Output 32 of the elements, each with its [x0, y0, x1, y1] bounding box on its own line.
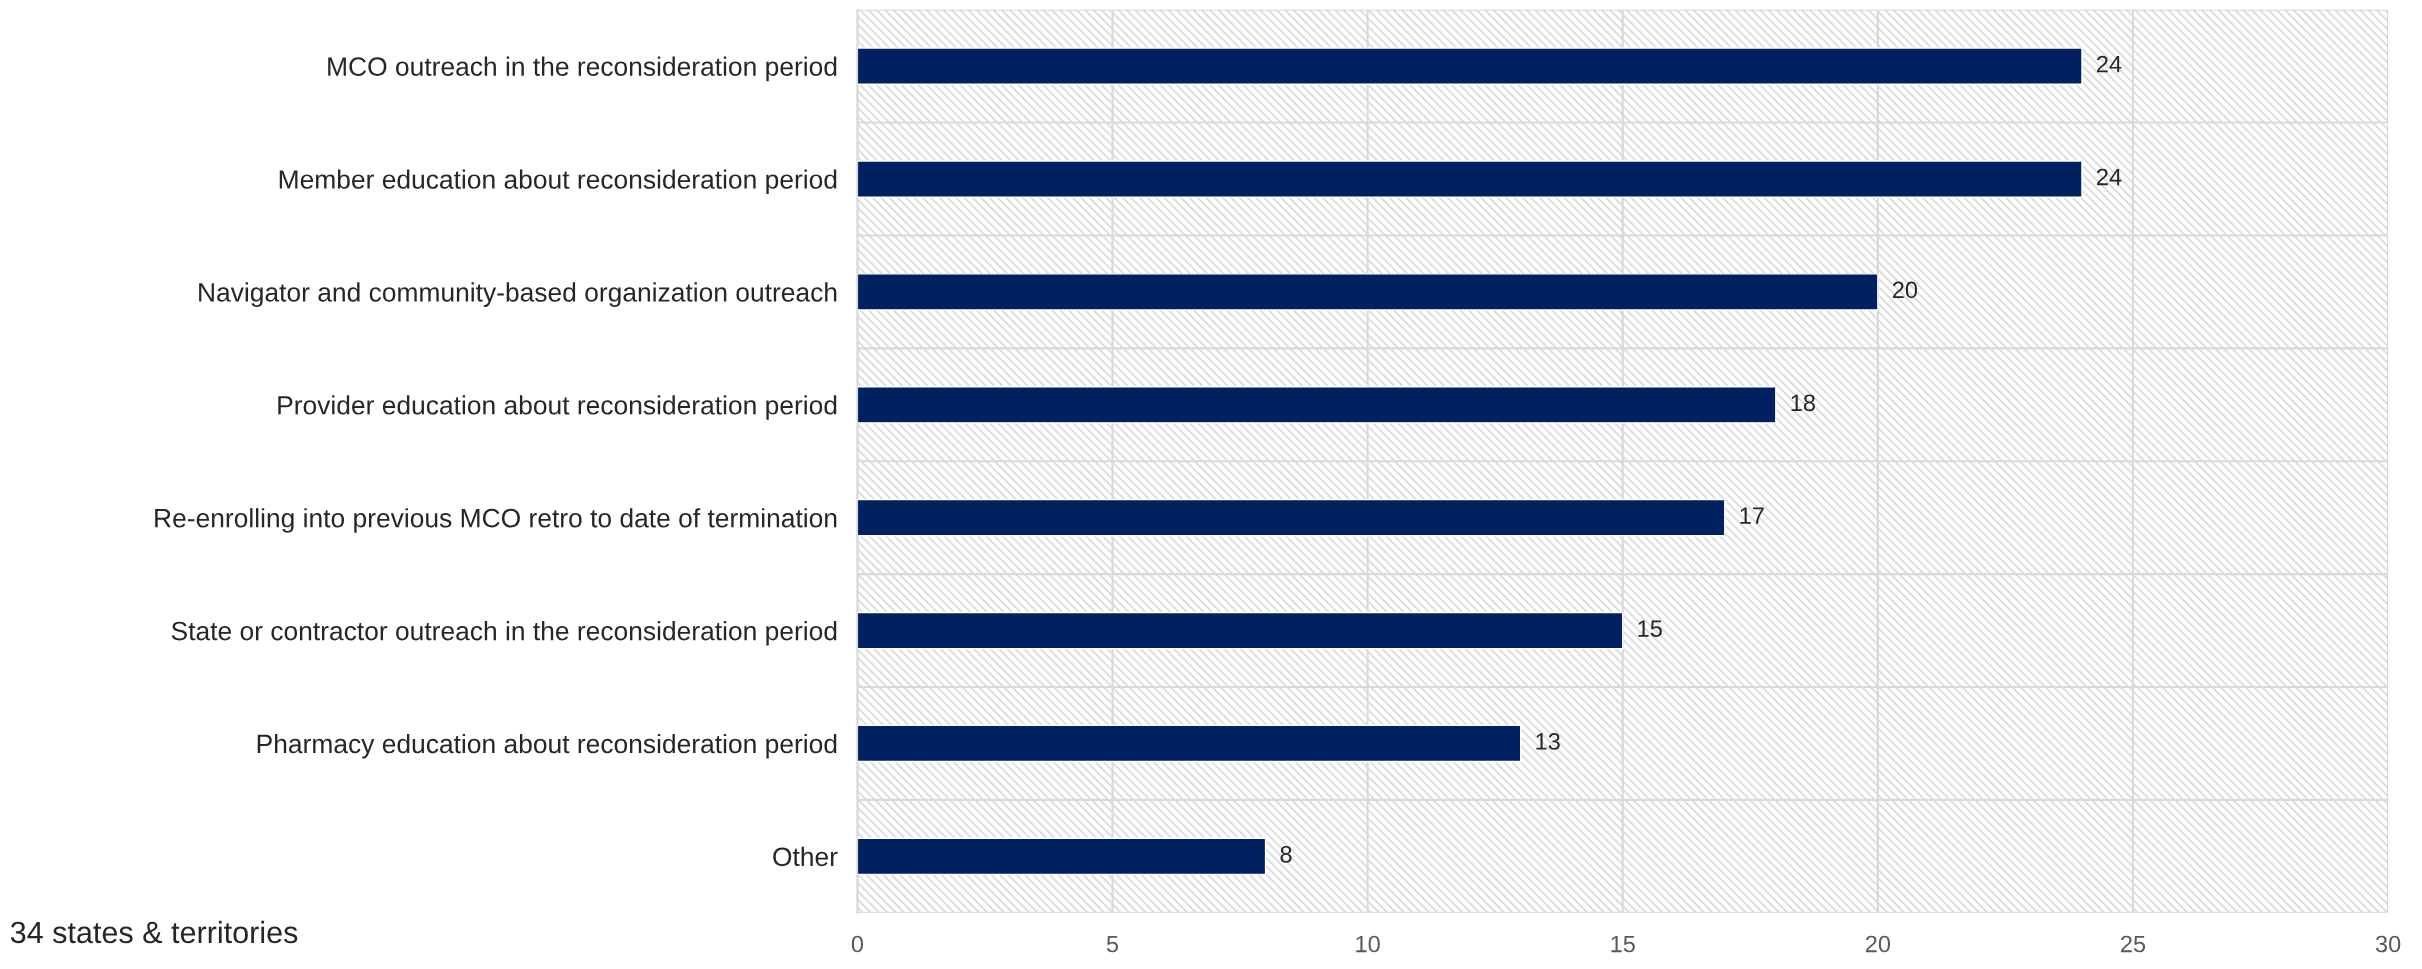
- x-tick-label: 10: [1356, 935, 1380, 953]
- data-label: 8: [1280, 845, 1292, 863]
- x-tick-label: 15: [1611, 935, 1635, 953]
- y-tick-label: Pharmacy education about reconsideration period: [257, 733, 837, 759]
- bar: [857, 386, 1777, 424]
- bar: [857, 160, 2083, 198]
- bar: [857, 498, 1726, 537]
- data-label: 15: [1638, 620, 1662, 637]
- y-tick-label: Member education about reconsideration period: [279, 169, 837, 195]
- y-tick-label: Provider education about reconsideration period: [278, 395, 837, 420]
- x-tick-label: 30: [2375, 935, 2401, 953]
- data-label: 18: [1791, 394, 1815, 412]
- data-label: 24: [2097, 168, 2122, 186]
- x-tick-label: 20: [1865, 935, 1891, 953]
- data-label: 13: [1536, 733, 1560, 750]
- y-tick-label: Other: [773, 846, 838, 867]
- y-tick-label: State or contractor outreach in the reconsideration period: [171, 621, 837, 646]
- x-tick-label: 5: [1106, 935, 1119, 953]
- data-label: 20: [1892, 281, 1918, 299]
- bar: [857, 724, 1522, 763]
- y-tick-label: MCO outreach in the reconsideration period: [328, 56, 837, 82]
- x-tick-label: 0: [851, 935, 864, 953]
- bar: [857, 273, 1879, 311]
- y-tick-label: Re-enrolling into previous MCO retro to date of termination: [155, 508, 837, 533]
- data-label: 17: [1740, 507, 1764, 524]
- bar: [857, 611, 1624, 650]
- x-tick-label: 25: [2121, 935, 2146, 953]
- bar: [857, 47, 2083, 85]
- data-label: 24: [2097, 55, 2122, 73]
- y-tick-label: Navigator and community-based organization outreach: [199, 282, 837, 307]
- bar: [857, 837, 1267, 876]
- text: 34 states & territories: [10, 920, 298, 944]
